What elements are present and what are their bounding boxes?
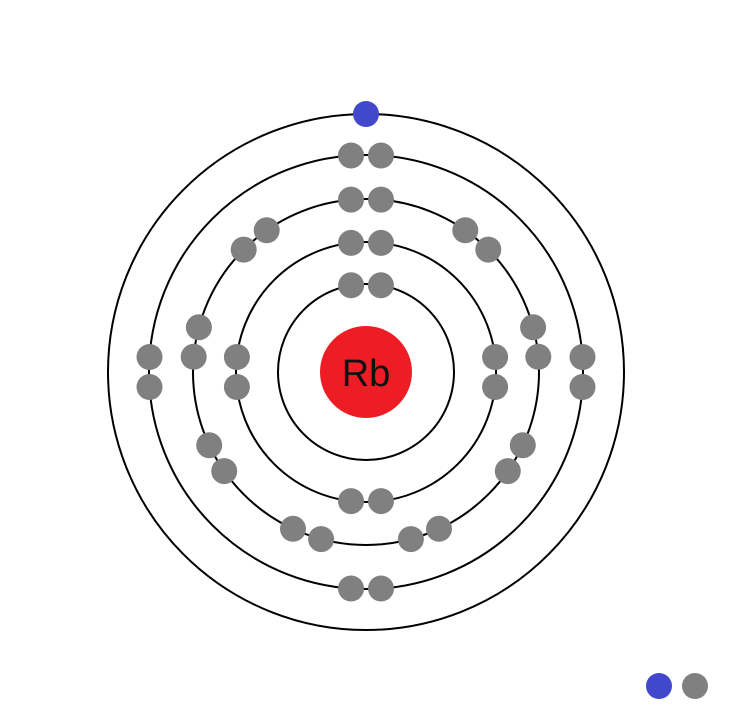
electron bbox=[426, 515, 452, 542]
electron bbox=[368, 575, 394, 602]
nucleus bbox=[320, 326, 412, 418]
electron bbox=[452, 217, 479, 244]
electron bbox=[475, 236, 502, 263]
electron bbox=[338, 488, 364, 515]
electron bbox=[338, 229, 364, 256]
electron bbox=[569, 344, 596, 370]
electron bbox=[368, 488, 394, 515]
legend-core-electron bbox=[682, 673, 708, 699]
electron bbox=[180, 343, 207, 370]
electron bbox=[482, 374, 509, 400]
electron bbox=[223, 374, 250, 400]
legend bbox=[646, 673, 708, 699]
electron bbox=[136, 344, 163, 370]
orbit-shell-3 bbox=[192, 198, 540, 546]
valence-electron bbox=[353, 101, 379, 127]
electron bbox=[280, 515, 306, 542]
electron bbox=[520, 314, 547, 341]
electron bbox=[338, 186, 364, 213]
orbit-shell-2 bbox=[235, 241, 497, 503]
electron bbox=[338, 142, 364, 169]
element-symbol: Rb bbox=[342, 353, 391, 395]
electron bbox=[338, 272, 365, 299]
electron bbox=[482, 344, 509, 370]
electron bbox=[397, 526, 424, 553]
electron bbox=[253, 217, 280, 244]
electron bbox=[569, 374, 596, 400]
electron bbox=[196, 432, 223, 459]
electron bbox=[525, 343, 552, 370]
orbit-shell-4 bbox=[148, 154, 584, 590]
electron bbox=[494, 458, 521, 485]
electron bbox=[308, 526, 335, 553]
electrons bbox=[136, 101, 596, 602]
electron bbox=[211, 458, 238, 485]
electron bbox=[230, 236, 257, 263]
electron bbox=[185, 314, 212, 341]
legend-valence-electron bbox=[646, 673, 672, 699]
electron bbox=[368, 142, 394, 169]
electron bbox=[223, 344, 250, 370]
electron bbox=[367, 272, 394, 299]
electron bbox=[368, 186, 394, 213]
electron bbox=[368, 229, 394, 256]
orbit-shell-1 bbox=[277, 283, 455, 461]
electron bbox=[136, 374, 163, 400]
electron bbox=[338, 575, 364, 602]
electron bbox=[509, 432, 536, 459]
